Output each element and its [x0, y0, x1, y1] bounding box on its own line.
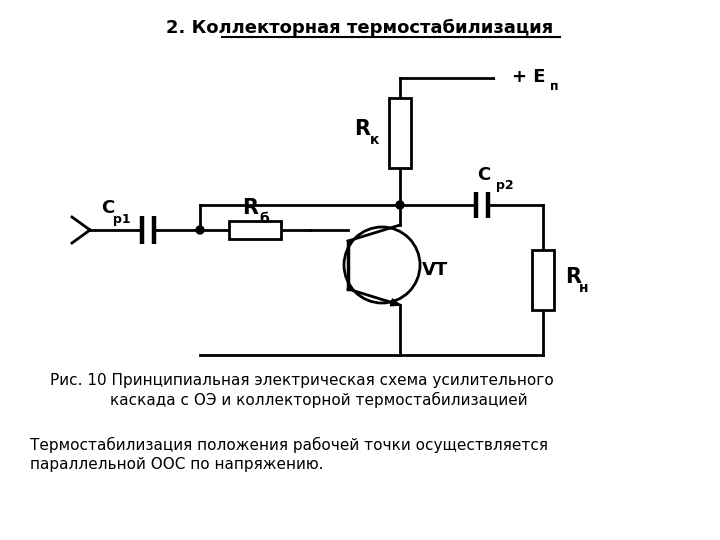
Text: Рис. 10 Принципиальная электрическая схема усилительного: Рис. 10 Принципиальная электрическая схе… — [50, 373, 554, 388]
Text: C: C — [477, 166, 490, 184]
Text: R: R — [565, 267, 581, 287]
Text: параллельной ООС по напряжению.: параллельной ООС по напряжению. — [30, 457, 323, 472]
Bar — [229, 221, 281, 239]
Text: н: н — [579, 281, 588, 295]
Text: R: R — [354, 119, 370, 139]
Text: R: R — [242, 198, 258, 218]
Text: + E: + E — [512, 68, 546, 86]
Text: C: C — [102, 199, 114, 217]
Bar — [532, 250, 554, 310]
Bar — [389, 98, 411, 168]
Circle shape — [496, 74, 504, 82]
Polygon shape — [390, 299, 400, 306]
Text: Термостабилизация положения рабочей точки осуществляется: Термостабилизация положения рабочей точк… — [30, 437, 548, 453]
Circle shape — [196, 226, 204, 234]
Text: VT: VT — [422, 261, 449, 279]
Text: р1: р1 — [113, 213, 131, 226]
Circle shape — [396, 201, 404, 209]
Text: к: к — [370, 133, 379, 147]
Text: каскада с ОЭ и коллекторной термостабилизацией: каскада с ОЭ и коллекторной термостабили… — [110, 392, 528, 408]
Text: 2. Коллекторная термостабилизация: 2. Коллекторная термостабилизация — [166, 19, 554, 37]
Text: п: п — [550, 79, 559, 92]
Text: б: б — [259, 212, 269, 226]
Text: р2: р2 — [496, 179, 513, 192]
